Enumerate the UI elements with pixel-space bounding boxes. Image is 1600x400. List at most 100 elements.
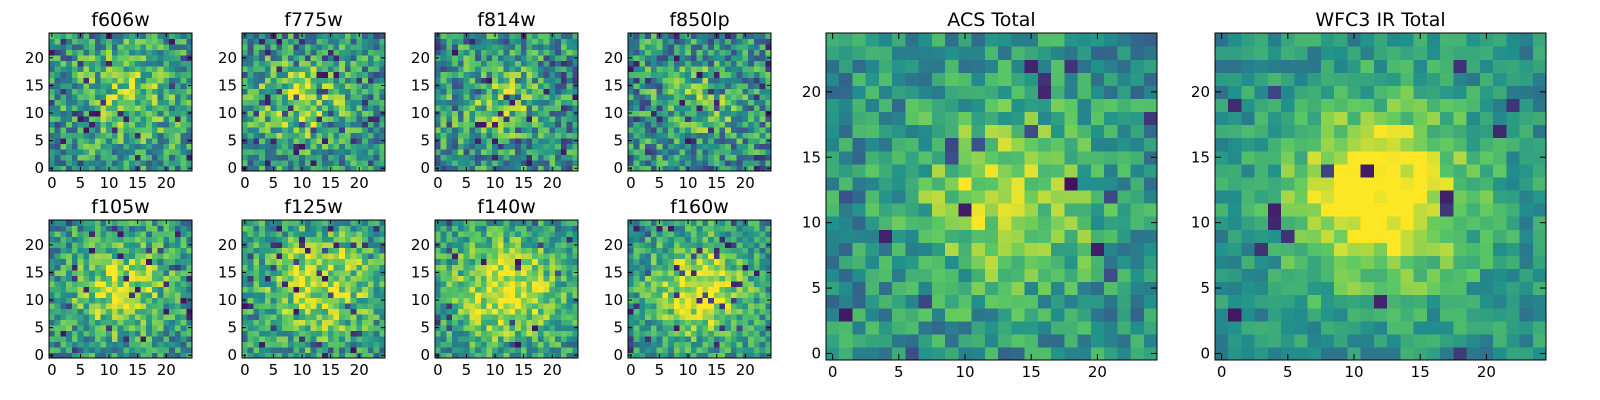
heatmap-cell (140, 165, 147, 172)
heatmap-cell (713, 154, 721, 161)
heatmap-cell (100, 121, 107, 128)
heatmap-cell (270, 313, 277, 320)
heatmap-cell (532, 121, 539, 128)
heatmap-cell (639, 121, 646, 128)
heatmap-cell (259, 121, 266, 128)
heatmap-cell (526, 154, 533, 161)
heatmap-cell (509, 71, 516, 78)
heatmap-cell (304, 110, 312, 117)
heatmap-cell (765, 330, 772, 337)
heatmap-cell (469, 297, 476, 304)
heatmap-cell (486, 275, 493, 282)
heatmap-cell (633, 148, 641, 156)
heatmap-cell (560, 38, 568, 45)
heatmap-cell (532, 231, 539, 238)
heatmap-cell (282, 132, 289, 139)
heatmap-cell (111, 154, 119, 161)
heatmap-cell (526, 291, 533, 298)
heatmap-cell (344, 269, 352, 276)
heatmap-cell (702, 335, 709, 343)
heatmap-cell (344, 313, 352, 320)
heatmap-cell (628, 49, 635, 56)
heatmap-cell (713, 297, 721, 304)
heatmap-cell (685, 44, 692, 51)
heatmap-cell (186, 231, 193, 238)
heatmap-cell (662, 33, 669, 40)
heatmap-cell (679, 82, 686, 89)
heatmap-cell (656, 44, 663, 51)
heatmap-cell (469, 231, 476, 238)
heatmap-cell (753, 77, 761, 84)
heatmap-cell (753, 346, 761, 354)
heatmap-cell (532, 165, 539, 172)
heatmap-cell (94, 110, 102, 117)
heatmap-cell (157, 165, 164, 172)
heatmap-cell (566, 88, 573, 95)
heatmap-cell (753, 148, 761, 156)
heatmap-cell (259, 297, 266, 304)
heatmap-cell (662, 82, 669, 89)
heatmap-cell (350, 99, 357, 106)
heatmap-cell (94, 258, 102, 265)
heatmap-cell (503, 352, 510, 359)
heatmap-cell (463, 159, 470, 167)
heatmap-cell (242, 280, 249, 287)
heatmap-cell (457, 115, 465, 122)
heatmap-cell (497, 275, 505, 282)
heatmap-cell (169, 313, 176, 320)
heatmap-cell (736, 88, 743, 95)
heatmap-cell (299, 280, 306, 287)
heatmap-cell (49, 346, 56, 354)
y-tick-label: 10 (218, 291, 237, 309)
heatmap-cell (163, 335, 170, 343)
heatmap-cell (151, 121, 159, 128)
heatmap-cell (759, 324, 766, 331)
heatmap-cell (174, 77, 182, 84)
heatmap-cell (520, 275, 528, 282)
heatmap-cell (759, 330, 766, 337)
heatmap-cell (163, 88, 170, 95)
heatmap-cell (748, 335, 755, 343)
heatmap-cell (322, 297, 329, 304)
heatmap-cell (645, 44, 652, 51)
heatmap-cell (690, 66, 698, 73)
heatmap-cell (685, 297, 692, 304)
heatmap-cell (730, 77, 738, 84)
heatmap-cell (503, 330, 510, 337)
heatmap-cell (503, 258, 510, 265)
heatmap-cell (469, 220, 476, 227)
heatmap-cell (480, 346, 488, 354)
heatmap-cell (140, 291, 147, 298)
heatmap-cell (89, 148, 96, 156)
heatmap-cell (708, 352, 715, 359)
heatmap-cell (71, 66, 79, 73)
heatmap-cell (452, 302, 459, 309)
heatmap-cell (100, 132, 107, 139)
heatmap-cell (146, 341, 153, 348)
x-tick-label: 5 (76, 174, 86, 192)
heatmap-cell (719, 66, 726, 73)
heatmap-cell (765, 302, 772, 309)
heatmap-cell (520, 88, 528, 95)
heatmap-cell (515, 126, 522, 133)
heatmap-cell (350, 137, 357, 144)
heatmap-cell (509, 297, 516, 304)
heatmap-cell (253, 44, 260, 51)
heatmap-cell (480, 165, 488, 172)
heatmap-cell (520, 324, 528, 331)
heatmap-cell (452, 335, 459, 343)
heatmap-cell (253, 341, 260, 348)
heatmap-cell (457, 137, 465, 144)
heatmap-cell (169, 280, 176, 287)
heatmap-cell (304, 236, 312, 243)
heatmap-cell (492, 335, 499, 343)
heatmap-cell (748, 330, 755, 337)
heatmap-cell (299, 77, 306, 84)
panel-title: f125w (284, 196, 343, 218)
heatmap-cell (270, 247, 277, 254)
heatmap-cell (379, 38, 386, 45)
heatmap-cell (446, 93, 453, 100)
heatmap-cell (169, 154, 176, 161)
heatmap-cell (253, 38, 260, 45)
heatmap-cell (270, 330, 277, 337)
